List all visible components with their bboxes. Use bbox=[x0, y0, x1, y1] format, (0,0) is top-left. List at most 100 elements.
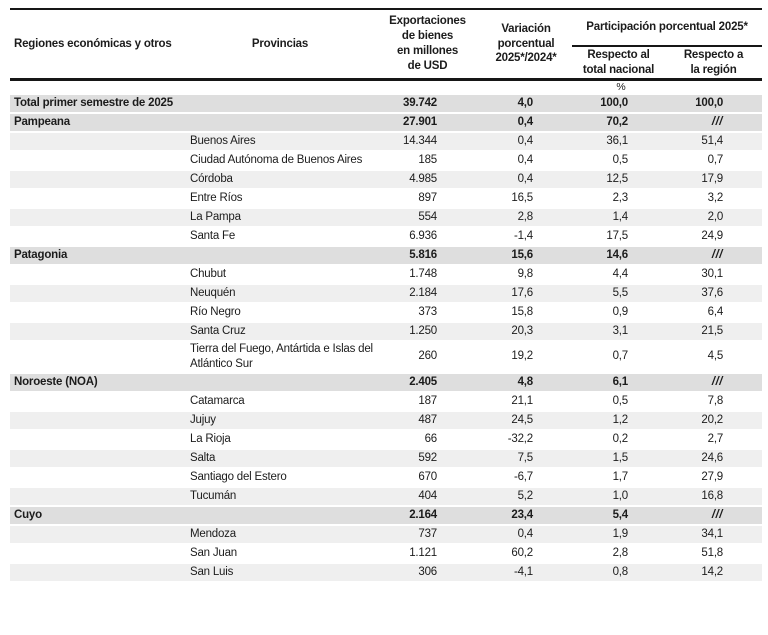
variation-cell: 4,8 bbox=[480, 374, 572, 393]
table-row: Total primer semestre de 2025 39.742 4,0… bbox=[10, 94, 763, 114]
table-row: Santa Cruz 1.250 20,3 3,1 21,5 bbox=[10, 322, 763, 342]
table-row: Río Negro 373 15,8 0,9 6,4 bbox=[10, 304, 763, 323]
share-region-cell: 7,8 bbox=[665, 393, 763, 412]
share-national-cell: 1,9 bbox=[572, 526, 665, 545]
share-region-cell: /// bbox=[665, 507, 763, 526]
variation-cell: -32,2 bbox=[480, 431, 572, 450]
table-row: Noroeste (NOA) 2.405 4,8 6,1 /// bbox=[10, 373, 763, 393]
share-national-cell: 0,8 bbox=[572, 564, 665, 583]
region-cell bbox=[10, 412, 185, 431]
col-header-share-national: Respecto al total nacional bbox=[572, 47, 665, 81]
variation-cell: 0,4 bbox=[480, 133, 572, 152]
table-header: Regiones económicas y otros Provincias E… bbox=[10, 10, 763, 81]
table-row: Chubut 1.748 9,8 4,4 30,1 bbox=[10, 266, 763, 285]
province-cell bbox=[185, 114, 375, 133]
table-row: La Rioja 66 -32,2 0,2 2,7 bbox=[10, 431, 763, 450]
exports-cell: 897 bbox=[375, 190, 480, 209]
table-row: Entre Ríos 897 16,5 2,3 3,2 bbox=[10, 190, 763, 209]
region-cell bbox=[10, 450, 185, 469]
variation-cell: 7,5 bbox=[480, 450, 572, 469]
province-cell bbox=[185, 95, 375, 114]
share-region-cell: 100,0 bbox=[665, 95, 763, 114]
region-cell bbox=[10, 266, 185, 285]
province-cell: Ciudad Autónoma de Buenos Aires bbox=[185, 152, 375, 171]
exports-cell: 2.405 bbox=[375, 374, 480, 393]
variation-cell: -6,7 bbox=[480, 469, 572, 488]
exports-cell: 66 bbox=[375, 431, 480, 450]
region-cell: Patagonia bbox=[10, 247, 185, 266]
region-cell: Pampeana bbox=[10, 114, 185, 133]
exports-cell: 2.164 bbox=[375, 507, 480, 526]
variation-cell: 0,4 bbox=[480, 171, 572, 190]
exports-cell: 27.901 bbox=[375, 114, 480, 133]
unit-row-spacer bbox=[10, 81, 572, 95]
col-header-share-region: Respecto a la región bbox=[665, 47, 763, 81]
share-national-cell: 70,2 bbox=[572, 114, 665, 133]
region-cell: Noroeste (NOA) bbox=[10, 374, 185, 393]
share-national-cell: 1,7 bbox=[572, 469, 665, 488]
region-cell bbox=[10, 285, 185, 304]
exports-cell: 187 bbox=[375, 393, 480, 412]
share-national-cell: 1,2 bbox=[572, 412, 665, 431]
share-national-cell: 12,5 bbox=[572, 171, 665, 190]
share-region-cell: 21,5 bbox=[665, 323, 763, 342]
variation-cell: 0,4 bbox=[480, 114, 572, 133]
exports-cell: 670 bbox=[375, 469, 480, 488]
exports-cell: 5.816 bbox=[375, 247, 480, 266]
table-body: % Total primer semestre de 2025 39.742 4… bbox=[10, 81, 763, 583]
share-region-cell: 14,2 bbox=[665, 564, 763, 583]
exports-cell: 1.250 bbox=[375, 323, 480, 342]
unit-row-spacer-right bbox=[665, 81, 763, 95]
share-national-cell: 1,5 bbox=[572, 450, 665, 469]
share-national-cell: 0,5 bbox=[572, 393, 665, 412]
exports-cell: 260 bbox=[375, 342, 480, 374]
region-cell bbox=[10, 152, 185, 171]
share-region-cell: 24,9 bbox=[665, 228, 763, 247]
region-cell bbox=[10, 171, 185, 190]
province-cell bbox=[185, 507, 375, 526]
share-national-cell: 0,5 bbox=[572, 152, 665, 171]
table-row: Mendoza 737 0,4 1,9 34,1 bbox=[10, 525, 763, 545]
unit-row: % bbox=[10, 81, 763, 95]
variation-cell: 0,4 bbox=[480, 152, 572, 171]
region-cell bbox=[10, 564, 185, 583]
table-row: Cuyo 2.164 23,4 5,4 /// bbox=[10, 506, 763, 526]
col-header-regions: Regiones económicas y otros bbox=[10, 10, 185, 81]
variation-cell: 17,6 bbox=[480, 285, 572, 304]
exports-cell: 6.936 bbox=[375, 228, 480, 247]
share-region-cell: 27,9 bbox=[665, 469, 763, 488]
exports-cell: 373 bbox=[375, 304, 480, 323]
province-cell: Chubut bbox=[185, 266, 375, 285]
unit-label: % bbox=[572, 81, 665, 95]
table-row: Córdoba 4.985 0,4 12,5 17,9 bbox=[10, 170, 763, 190]
share-national-cell: 36,1 bbox=[572, 133, 665, 152]
variation-cell: 2,8 bbox=[480, 209, 572, 228]
share-region-cell: 24,6 bbox=[665, 450, 763, 469]
variation-cell: 23,4 bbox=[480, 507, 572, 526]
region-cell bbox=[10, 393, 185, 412]
variation-cell: 16,5 bbox=[480, 190, 572, 209]
province-cell: Neuquén bbox=[185, 285, 375, 304]
share-region-cell: 2,0 bbox=[665, 209, 763, 228]
share-region-cell: /// bbox=[665, 247, 763, 266]
region-cell: Total primer semestre de 2025 bbox=[10, 95, 185, 114]
share-national-cell: 5,5 bbox=[572, 285, 665, 304]
share-national-cell: 2,8 bbox=[572, 545, 665, 564]
share-national-cell: 100,0 bbox=[572, 95, 665, 114]
exports-cell: 306 bbox=[375, 564, 480, 583]
region-cell bbox=[10, 469, 185, 488]
variation-cell: 15,6 bbox=[480, 247, 572, 266]
share-national-cell: 4,4 bbox=[572, 266, 665, 285]
table-row: Patagonia 5.816 15,6 14,6 /// bbox=[10, 246, 763, 266]
table-row: San Luis 306 -4,1 0,8 14,2 bbox=[10, 563, 763, 583]
variation-cell: 5,2 bbox=[480, 488, 572, 507]
variation-cell: 0,4 bbox=[480, 526, 572, 545]
col-header-provinces: Provincias bbox=[185, 10, 375, 81]
table-row: Salta 592 7,5 1,5 24,6 bbox=[10, 449, 763, 469]
variation-cell: 24,5 bbox=[480, 412, 572, 431]
share-national-cell: 14,6 bbox=[572, 247, 665, 266]
col-header-variation: Variación porcentual 2025*/2024* bbox=[480, 10, 572, 81]
region-cell bbox=[10, 228, 185, 247]
province-cell: Córdoba bbox=[185, 171, 375, 190]
col-header-exports: Exportaciones de bienes en millones de U… bbox=[375, 10, 480, 81]
